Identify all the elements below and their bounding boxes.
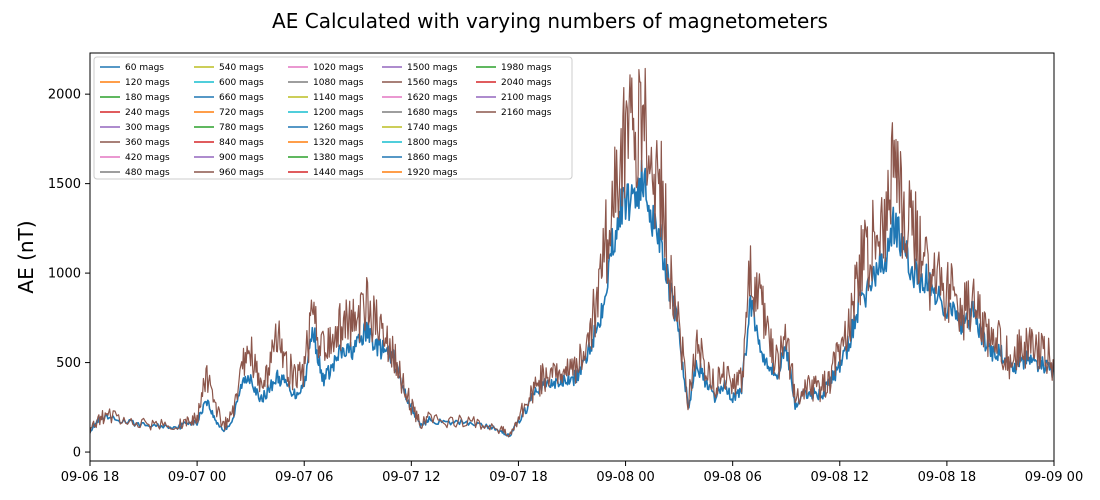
x-tick-label: 09-07 06 <box>275 470 333 485</box>
legend-label: 1860 mags <box>407 153 458 163</box>
legend-label: 1140 mags <box>313 93 364 103</box>
y-tick-label: 1500 <box>48 177 81 192</box>
legend-label: 1260 mags <box>313 123 364 133</box>
legend-label: 240 mags <box>125 108 170 118</box>
legend-label: 1380 mags <box>313 153 364 163</box>
legend-label: 2100 mags <box>501 93 552 103</box>
y-tick-label: 500 <box>56 356 81 371</box>
legend-label: 720 mags <box>219 108 264 118</box>
legend-label: 960 mags <box>219 168 264 178</box>
y-axis-label: AE (nT) <box>14 220 38 293</box>
legend-box <box>93 56 573 180</box>
legend-label: 480 mags <box>125 168 170 178</box>
legend-label: 360 mags <box>125 138 170 148</box>
legend-label: 300 mags <box>125 123 170 133</box>
x-tick-label: 09-08 18 <box>918 470 976 485</box>
legend-label: 1740 mags <box>407 123 458 133</box>
chart-title: AE Calculated with varying numbers of ma… <box>272 9 828 33</box>
x-tick-label: 09-07 00 <box>168 470 226 485</box>
legend-label: 1980 mags <box>501 63 552 73</box>
axes: 09-06 18 09-07 00 09-07 06 09-07 12 09-07 18… <box>48 52 1083 485</box>
legend-label: 1200 mags <box>313 108 364 118</box>
x-tick-label: 09-07 12 <box>382 470 440 485</box>
legend-label: 1020 mags <box>313 63 364 73</box>
legend-label: 660 mags <box>219 93 264 103</box>
y-tick-label: 2000 <box>48 88 81 103</box>
x-tick-label: 09-07 18 <box>489 470 547 485</box>
legend-label: 540 mags <box>219 63 264 73</box>
legend-label: 1080 mags <box>313 78 364 88</box>
legend-label: 780 mags <box>219 123 264 133</box>
legend-label: 1440 mags <box>313 168 364 178</box>
legend: 60 mags 120 mags 180 mags 240 mags 300 mags 3… <box>93 56 573 180</box>
legend-label: 900 mags <box>219 153 264 163</box>
legend-label: 2040 mags <box>501 78 552 88</box>
y-tick-label: 0 <box>73 446 81 461</box>
legend-label: 840 mags <box>219 138 264 148</box>
legend-label: 1920 mags <box>407 168 458 178</box>
x-tick-label: 09-08 12 <box>811 470 869 485</box>
plot-area <box>90 67 1054 438</box>
legend-label: 60 mags <box>125 63 164 73</box>
plot-frame <box>89 52 1055 462</box>
legend-label: 1560 mags <box>407 78 458 88</box>
legend-label: 120 mags <box>125 78 170 88</box>
x-tick-label: 09-06 18 <box>61 470 119 485</box>
legend-label: 420 mags <box>125 153 170 163</box>
y-tick-label: 1000 <box>48 267 81 282</box>
legend-label: 2160 mags <box>501 108 552 118</box>
x-tick-label: 09-08 06 <box>703 470 761 485</box>
legend-label: 1500 mags <box>407 63 458 73</box>
x-tick-label: 09-08 00 <box>596 470 654 485</box>
series-line-2160-mags <box>90 67 1054 438</box>
legend-label: 1800 mags <box>407 138 458 148</box>
legend-label: 1680 mags <box>407 108 458 118</box>
legend-label: 1320 mags <box>313 138 364 148</box>
x-tick-label: 09-09 00 <box>1025 470 1083 485</box>
legend-label: 1620 mags <box>407 93 458 103</box>
legend-label: 180 mags <box>125 93 170 103</box>
legend-label: 600 mags <box>219 78 264 88</box>
